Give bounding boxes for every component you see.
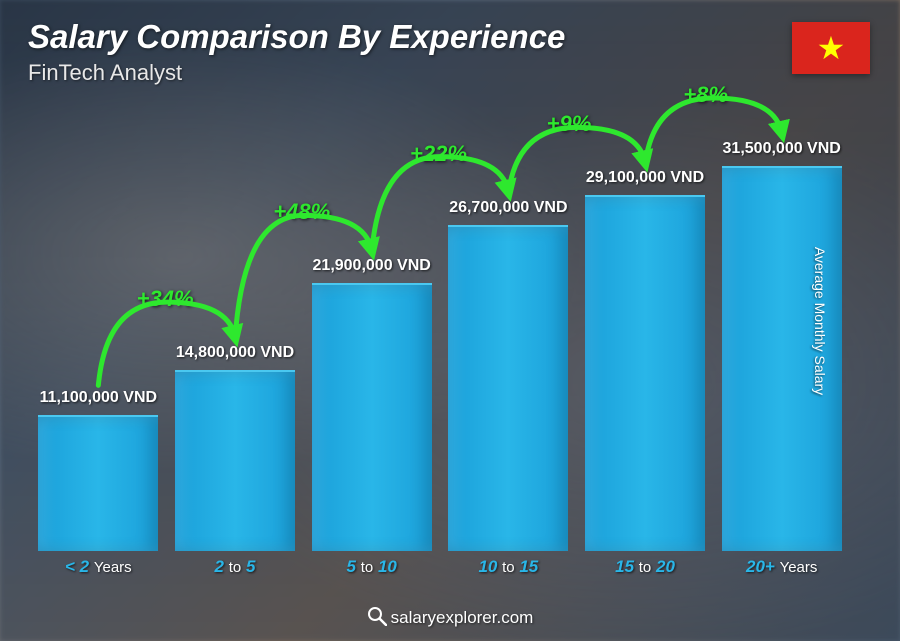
bar (175, 370, 295, 551)
bar (38, 415, 158, 551)
bar-group: 11,100,000 VND (36, 389, 161, 551)
bar-value-label: 11,100,000 VND (40, 389, 157, 407)
bar-group: 14,800,000 VND (173, 344, 298, 551)
header: Salary Comparison By Experience FinTech … (28, 18, 872, 86)
footer: salaryexplorer.com (0, 606, 900, 631)
yaxis-label: Average Monthly Salary (812, 246, 828, 394)
bar (585, 195, 705, 551)
bar-group: 21,900,000 VND (309, 257, 434, 551)
bar-value-label: 21,900,000 VND (313, 257, 431, 275)
xaxis-label: 5 to 10 (309, 551, 434, 581)
xaxis-label: 2 to 5 (173, 551, 298, 581)
xaxis-label: 15 to 20 (583, 551, 708, 581)
bar-value-label: 31,500,000 VND (723, 140, 841, 158)
bar-group: 29,100,000 VND (583, 169, 708, 551)
star-icon: ★ (817, 32, 846, 64)
bar (312, 283, 432, 551)
bar-value-label: 26,700,000 VND (449, 199, 567, 217)
bar-container: 11,100,000 VND 14,800,000 VND 21,900,000 V… (30, 81, 850, 551)
bar (448, 225, 568, 551)
bar-group: 26,700,000 VND (446, 199, 571, 551)
page-title: Salary Comparison By Experience (28, 18, 872, 56)
page-subtitle: FinTech Analyst (28, 60, 872, 86)
logo-icon (367, 606, 387, 631)
country-flag: ★ (792, 22, 870, 74)
chart-area: 11,100,000 VND 14,800,000 VND 21,900,000 V… (30, 81, 850, 581)
footer-text: salaryexplorer.com (391, 608, 534, 627)
xaxis: < 2 Years 2 to 5 5 to 10 10 to 15 15 to 20 20… (30, 551, 850, 581)
xaxis-label: < 2 Years (36, 551, 161, 581)
xaxis-label: 20+ Years (719, 551, 844, 581)
bar-value-label: 29,100,000 VND (586, 169, 704, 187)
bar-value-label: 14,800,000 VND (176, 344, 294, 362)
xaxis-label: 10 to 15 (446, 551, 571, 581)
